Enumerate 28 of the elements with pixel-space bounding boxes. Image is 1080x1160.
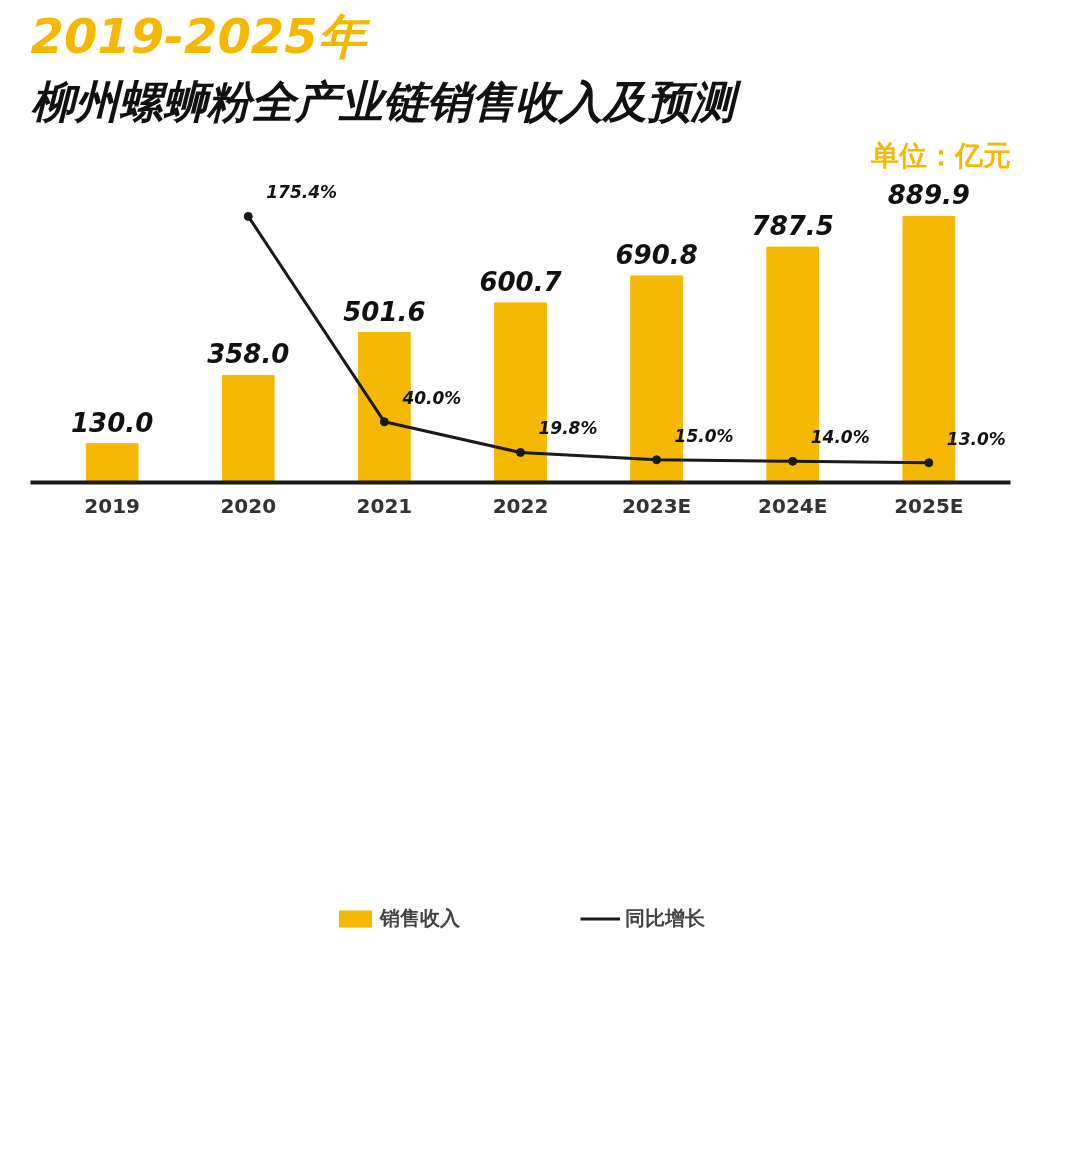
data-label: 787.5 bbox=[751, 211, 834, 242]
legend-label: 同比增长 bbox=[625, 904, 705, 932]
x-tick-label: 2021 bbox=[356, 493, 413, 518]
x-tick-label: 2025E bbox=[894, 493, 964, 518]
point bbox=[788, 456, 798, 466]
chart-title: 2019-2025年 bbox=[30, 7, 371, 64]
x-tick-label: 2019 bbox=[84, 493, 141, 518]
data-label: 889.9 bbox=[887, 180, 970, 211]
data-label: 175.4% bbox=[266, 182, 338, 203]
data-label: 358.0 bbox=[207, 339, 290, 370]
x-tick-label: 2022 bbox=[492, 493, 549, 518]
x-tick-label: 2020 bbox=[220, 493, 277, 518]
bar bbox=[221, 374, 275, 483]
data-label: 600.7 bbox=[479, 266, 563, 297]
point bbox=[379, 417, 389, 427]
point bbox=[243, 211, 253, 221]
legend-label: 销售收入 bbox=[380, 904, 460, 932]
text: 单位：亿元 bbox=[869, 138, 1011, 172]
data-label: 690.8 bbox=[615, 239, 698, 270]
chart-subtitle: 柳州螺蛳粉全产业链销售收入及预测 bbox=[30, 75, 742, 127]
data-label: 501.6 bbox=[343, 296, 426, 327]
bar bbox=[85, 443, 139, 483]
x-tick-label: 2024E bbox=[758, 493, 828, 518]
x-tick-label: 2023E bbox=[621, 493, 692, 518]
data-label: 130.0 bbox=[71, 407, 154, 438]
point bbox=[652, 455, 662, 465]
point bbox=[516, 447, 525, 457]
point bbox=[924, 458, 934, 468]
